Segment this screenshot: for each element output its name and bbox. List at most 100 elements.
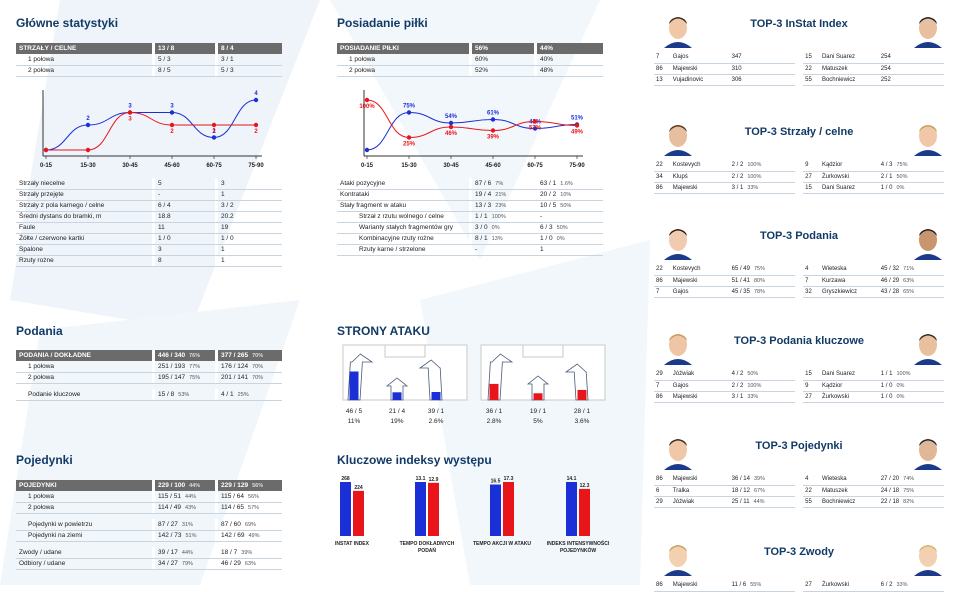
possession-data-label: 61% — [487, 111, 500, 117]
possession-data-label: 57% — [529, 126, 542, 132]
duel-row: 2 połowa 114 / 49 43% 114 / 65 57% — [16, 502, 282, 514]
attack-arrow-fill — [392, 392, 402, 400]
top3-panel: TOP-3 Podania kluczowe 29 Jóźwiak 4 / 2 50% 1… — [654, 327, 946, 429]
index-bar-team1 — [415, 482, 426, 536]
index-value: 17.3 — [504, 476, 514, 482]
top3-panel: TOP-3 Podania 22 Kostevych 65 / 49 75% 4 Wiete… — [654, 222, 946, 324]
index-label: POJEDYNKÓW — [560, 546, 596, 554]
top3-panel: TOP-3 InStat Index 7 Gajos 347 15 Dani Suarez… — [654, 10, 946, 112]
indices-title: Kluczowe indeksy występu — [337, 453, 492, 467]
main-stat-row: Faule 11 19 — [16, 222, 282, 234]
index-bar-team2 — [428, 482, 439, 536]
shots-data-label: 3 — [128, 117, 132, 123]
shots-timeline-chart: 0-15 15-30 30-45 45-60 60-75 75-90 2 3 3 1 4 3 2 2 2 — [40, 90, 264, 169]
index-label: PODAŃ — [418, 546, 436, 554]
top3-table: 22 Kostevych 2 / 2 100% 9 Kądzior 4 / 3 75% 34 Kl… — [654, 160, 944, 194]
main-stat-row: Średni dystans do bramki, m 18.8 20.2 — [16, 211, 282, 223]
pitch-half — [342, 344, 468, 401]
index-bar-team2 — [579, 488, 590, 536]
top3-row: 7 Gajos 45 / 35 78% 32 Gryszkiewicz 43 / 28 65% — [654, 286, 944, 298]
possession-data-label: 49% — [571, 130, 584, 136]
top3-title: TOP-3 Pojedynki — [755, 440, 843, 452]
index-bar-team2 — [503, 482, 514, 536]
index-value: 12.3 — [580, 483, 590, 489]
possession-point — [364, 147, 370, 153]
possession-data-label: 25% — [403, 142, 416, 148]
x-tick-label: 30-45 — [122, 163, 138, 169]
main-stat-row: Spalone 3 1 — [16, 244, 282, 256]
index-value: 224 — [354, 485, 363, 491]
possession-point — [490, 117, 496, 122]
attack-row: Rzuty karne / strzelone -1 — [337, 244, 603, 256]
attack-row: Strzał z rzutu wolnego / celne 1 / 1 100% - — [337, 211, 603, 223]
index-value: 16.5 — [491, 478, 501, 484]
main-stat-row: Strzały przejęte -1 — [16, 189, 282, 201]
possession-point — [532, 126, 538, 131]
top3-row: 13 Vujadinovic 306 55 Bochniewicz 252 — [654, 74, 944, 86]
top3-row: 29 Jóźwiak 25 / 11 44% 55 Bochniewicz 22 / 18 8… — [654, 496, 944, 508]
main-stats-title: Główne statystyki — [16, 16, 119, 30]
shots-data-label: 2 — [254, 129, 258, 135]
penalty-box — [384, 344, 426, 358]
top3-row: 86 Majewski 310 22 Matuszek 254 — [654, 63, 944, 75]
attack-arrow-fill — [533, 393, 543, 400]
possession-series-line-1 — [366, 111, 578, 151]
shots-point — [169, 110, 175, 115]
x-tick-label: 45-60 — [164, 163, 180, 169]
index-bar-team1 — [490, 484, 501, 536]
index-bar-team1 — [340, 482, 351, 536]
possession-point — [406, 110, 412, 115]
top3-row: 7 Gajos 347 15 Dani Suarez 254 — [654, 52, 944, 64]
top3-panel: TOP-3 Zwody 86 Majewski 11 / 6 55% 27 Żurkowsk… — [654, 538, 946, 592]
attack-pct: 2.6% — [429, 418, 444, 425]
attack-row: Ataki pozycyjne 87 / 6 7% 63 / 1 1.6% — [337, 178, 603, 190]
attack-sides-title: STRONY ATAKU — [337, 324, 430, 338]
x-tick-label: 0-15 — [40, 163, 53, 169]
index-value: 12.9 — [429, 477, 439, 483]
top3-panel: TOP-3 Pojedynki 86 Majewski 36 / 14 39% 4 Wiet… — [654, 432, 946, 534]
top3-row: 22 Kostevych 2 / 2 100% 9 Kądzior 4 / 3 75% — [654, 160, 944, 172]
shots-series-line-2 — [45, 111, 256, 151]
player-photo — [660, 222, 696, 260]
attack-arrow-fill — [577, 389, 587, 400]
player-photo — [660, 432, 696, 470]
top3-row: 86 Majewski 3 / 1 33% 27 Żurkowski 1 / 0 0% — [654, 391, 944, 403]
shots-data-label: 2 — [212, 129, 216, 135]
top3-table: 29 Jóźwiak 4 / 2 50% 15 Dani Suarez 1 / 1 100% 7… — [654, 369, 944, 403]
attack-sides-diagram: 46 / 5 11% 21 / 4 19% 39 / 1 2.6% 36 / 1 2.8% 19… — [342, 344, 606, 425]
duel-row: Pojedynki na ziemi 142 / 73 51% 142 / 69 49% — [16, 530, 282, 542]
attack-row: Kombinacyjne rzuty rożne 8 / 1 13% 1 / 0 0% — [337, 233, 603, 245]
possession-point — [364, 97, 370, 103]
index-value: 14.1 — [567, 476, 577, 482]
attack-count: 36 / 1 — [486, 408, 503, 415]
duel-row: 1 połowa 115 / 51 44% 115 / 64 56% — [16, 491, 282, 503]
top3-row: 86 Majewski 3 / 1 33% 15 Dani Suarez 1 / 0 0% — [654, 182, 944, 194]
key-indices-chart: 268 224 INSTAT INDEX 13.1 12.9 TEMPO DOKŁADNY… — [335, 476, 610, 554]
attack-pct: 11% — [348, 418, 361, 425]
attack-count: 46 / 5 — [346, 408, 363, 415]
duel-row: Odbiory / udane 34 / 27 79% 46 / 29 63% — [16, 558, 282, 570]
player-photo — [660, 10, 696, 48]
attack-row: Stały fragment w ataku 13 / 3 23% 10 / 5 50% — [337, 200, 603, 212]
passes-title: Podania — [16, 324, 63, 338]
shots-point — [85, 147, 91, 153]
x-tick-label: 60-75 — [206, 163, 222, 169]
index-label: TEMPO AKCJI W ATAKU — [473, 541, 531, 547]
shots-point — [211, 122, 217, 128]
top3-row: 86 Majewski 36 / 14 39% 4 Wieteska 27 / 20 74% — [654, 474, 944, 486]
main-stat-row: Rzuty rożne 8 1 — [16, 255, 282, 267]
top3-title: TOP-3 Strzały / celne — [744, 126, 854, 138]
player-photo — [910, 327, 946, 365]
x-tick-label: 15-30 — [80, 163, 96, 169]
possession-data-label: 39% — [487, 135, 500, 141]
top3-table: 86 Majewski 36 / 14 39% 4 Wieteska 27 / 20 74% 6… — [654, 474, 944, 508]
top3-table: 86 Majewski 11 / 6 55% 27 Żurkowski 6 / 2 33% — [654, 580, 944, 592]
top3-table: 7 Gajos 347 15 Dani Suarez 254 86 Majewski 310 22… — [654, 52, 944, 86]
index-bar-team1 — [566, 482, 577, 536]
possession-point — [532, 119, 538, 124]
top3-row: 22 Kostevych 65 / 49 75% 4 Wieteska 45 / 32 71% — [654, 264, 944, 276]
main-stat-row: Strzały niecelne 5 3 — [16, 178, 282, 190]
x-tick-label: 0-15 — [361, 163, 374, 169]
